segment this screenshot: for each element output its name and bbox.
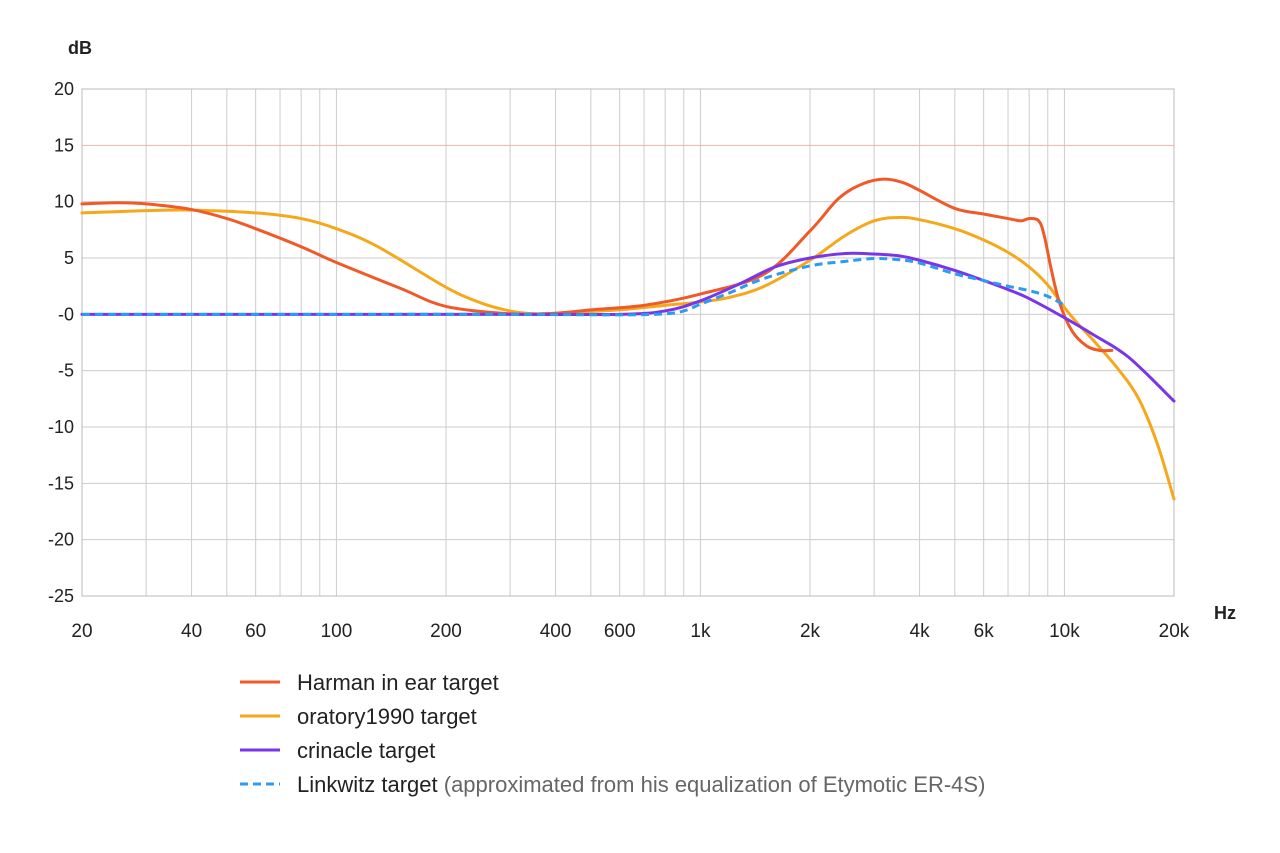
series-line-oratory1990-target: [80, 208, 1176, 501]
x-tick-label: 6k: [974, 621, 995, 642]
y-tick-label: 10: [54, 192, 74, 212]
y-tick-label: -10: [48, 417, 74, 437]
y-tick-label: 15: [54, 135, 74, 155]
x-tick-label: 600: [604, 621, 636, 642]
grid-layer: [81, 88, 1175, 597]
legend-label-text: Harman in ear target: [297, 670, 499, 695]
x-tick-label: 100: [321, 621, 353, 642]
x-tick-label: 1k: [690, 621, 711, 642]
legend: Harman in ear target oratory1990 target cr…: [240, 670, 985, 797]
legend-label: oratory1990 target: [297, 704, 477, 729]
legend-label: Linkwitz target (approximated from his e…: [297, 772, 985, 797]
x-tick-label: 20: [71, 621, 92, 642]
series-layer: [80, 177, 1176, 501]
y-tick-label: -0: [58, 304, 74, 324]
plot-frame: [81, 88, 1175, 597]
x-tick-label: 4k: [910, 621, 931, 642]
legend-label: crinacle target: [297, 738, 435, 763]
y-tick-label: -5: [58, 361, 74, 381]
y-tick-label: -20: [48, 530, 74, 550]
y-tick-label: 5: [64, 248, 74, 268]
series-line-harman-in-ear-target: [80, 177, 1114, 353]
legend-note: (approximated from his equalization of E…: [438, 772, 986, 797]
x-tick-label: 20k: [1159, 621, 1190, 642]
series-line-crinacle-target: [80, 251, 1176, 403]
x-tick-label: 60: [245, 621, 266, 642]
legend-item: oratory1990 target: [240, 704, 477, 729]
tick-layer: 20 15 10 5 -0 -5 -10 -15 -20 -25 20 40 60 100 200 400 60…: [48, 79, 1190, 642]
x-tick-label: 40: [181, 621, 202, 642]
legend-label-text: oratory1990 target: [297, 704, 477, 729]
legend-item: Harman in ear target: [240, 670, 499, 695]
y-tick-label: -15: [48, 473, 74, 493]
series-line-linkwitz-target: [82, 256, 1066, 317]
x-axis-unit-label: Hz: [1214, 603, 1236, 623]
x-tick-label: 2k: [800, 621, 821, 642]
y-axis-unit-label: dB: [68, 38, 92, 58]
legend-label-text: Linkwitz target: [297, 772, 438, 797]
x-tick-label: 10k: [1049, 621, 1080, 642]
legend-item: crinacle target: [240, 738, 435, 763]
x-tick-label: 200: [430, 621, 462, 642]
legend-label: Harman in ear target: [297, 670, 499, 695]
legend-item: Linkwitz target (approximated from his e…: [240, 772, 985, 797]
x-tick-label: 400: [540, 621, 572, 642]
y-tick-label: 20: [54, 79, 74, 99]
legend-label-text: crinacle target: [297, 738, 435, 763]
y-tick-label: -25: [48, 586, 74, 606]
